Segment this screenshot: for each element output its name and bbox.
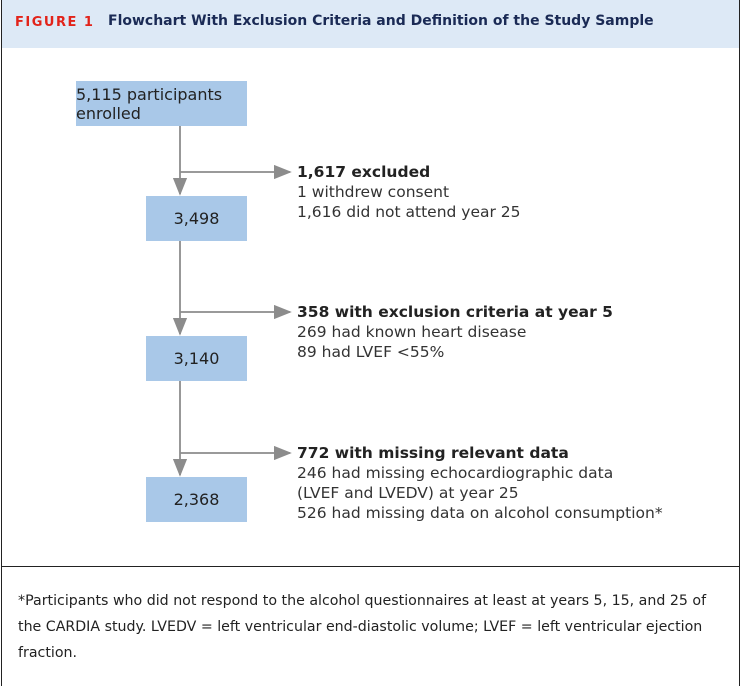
node: 3,140 bbox=[146, 336, 247, 381]
connectors bbox=[172, 126, 292, 477]
exclusion-title: 358 with exclusion criteria at year 5 bbox=[297, 303, 613, 321]
exclusion-line: 1 withdrew consent bbox=[297, 183, 450, 201]
exclusion-line: 246 had missing echocardiographic data bbox=[297, 464, 614, 482]
node: 2,368 bbox=[146, 477, 247, 522]
exclusion: 358 with exclusion criteria at year 5 269… bbox=[297, 302, 613, 362]
node: 5,115 participants enrolled bbox=[76, 81, 247, 126]
exclusion: 772 with missing relevant data 246 had mi… bbox=[297, 443, 663, 523]
exclusion: 1,617 excluded 1 withdrew consent 1,616 di… bbox=[297, 162, 521, 222]
exclusion-line: 1,616 did not attend year 25 bbox=[297, 203, 521, 221]
footnote: *Participants who did not respond to the… bbox=[18, 593, 707, 661]
node: 3,498 bbox=[146, 196, 247, 241]
figure-title: Flowchart With Exclusion Criteria and De… bbox=[108, 13, 654, 29]
exclusion-line: 269 had known heart disease bbox=[297, 323, 527, 341]
header bbox=[2, 0, 739, 48]
divider bbox=[2, 566, 739, 567]
exclusion-title: 1,617 excluded bbox=[297, 163, 431, 181]
exclusion-title: 772 with missing relevant data bbox=[297, 444, 569, 462]
exclusion-line: 89 had LVEF <55% bbox=[297, 343, 445, 361]
exclusion-line: 526 had missing data on alcohol consumpt… bbox=[297, 504, 663, 522]
exclusion-line: (LVEF and LVEDV) at year 25 bbox=[297, 484, 519, 502]
figure-label: FIGURE 1 bbox=[15, 15, 95, 30]
